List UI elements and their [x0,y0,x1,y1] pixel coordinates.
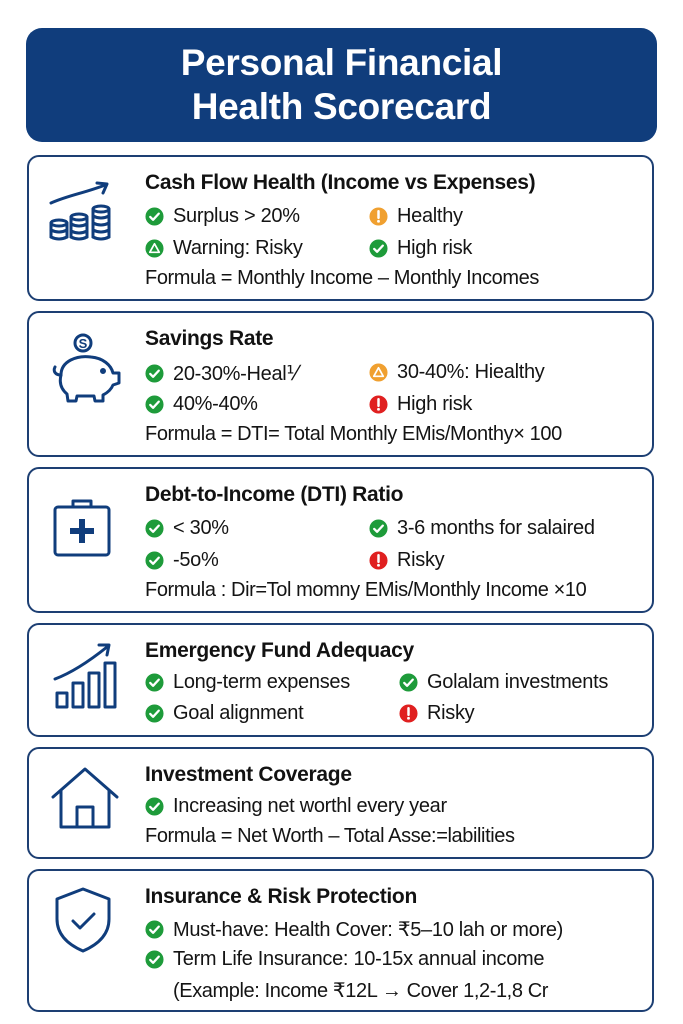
check-icon [145,395,164,414]
status-item: -5o% [145,549,219,572]
status-text: Risky [427,702,475,724]
status-text: Must-have: Health Cover: ₹5–10 lah or mo… [173,919,564,941]
status-item: Golalam investments [399,671,608,694]
card-title: Investment Coverage [145,763,352,786]
check-icon [145,551,164,570]
status-text: Goal alignment [173,702,304,724]
danger-exclaim-icon [399,704,418,723]
status-item: Long-term expenses [145,671,350,694]
status-text: Risky [397,549,445,571]
card-title: Cash Flow Health (Income vs Expenses) [145,171,536,194]
card-title: Debt-to-Income (DTI) Ratio [145,483,404,506]
card-debt-to-income: Debt-to-Income (DTI) Ratio < 30% 3-6 mon… [27,467,654,613]
status-text: 3-6 months for salaired [397,517,595,539]
status-item: Term Life Insurance: 10-15x annual incom… [145,948,545,971]
check-icon [369,519,388,538]
status-item: < 30% [145,517,229,540]
formula-text: Formula = Net Worth – Total Asse:=labili… [145,825,515,847]
header-title-line-1: Personal Financial [180,42,503,83]
formula-text: Formula = Monthly Income – Monthly Incom… [145,267,539,289]
status-item: Risky [369,549,445,572]
check-icon [399,673,418,692]
status-item: 30-40%: Hiealthy [369,361,545,384]
example-note: (Example: Income ₹12L → Cover 1,2-1,8 Cr [173,980,549,1002]
bar-growth-icon [47,639,125,711]
status-text: 30-40%: Hiealthy [397,361,545,383]
card-title: Insurance & Risk Protection [145,885,417,908]
status-text: Increasing net worthl every year [173,795,447,817]
header-title-line-2: Health Scorecard [191,86,492,127]
check-icon [145,207,164,226]
danger-exclaim-icon [369,551,388,570]
status-text: -5o% [173,549,219,571]
check-icon [145,519,164,538]
check-icon [145,920,164,939]
card-emergency-fund: Emergency Fund Adequacy Long-term expens… [27,623,654,737]
coins-growth-icon [47,177,125,249]
status-text: 20-30%-Heal⅟ [173,363,298,385]
status-text: High risk [397,393,473,415]
medical-kit-icon [47,489,125,561]
status-item: Warning: Risky [145,237,303,260]
status-text: 40%-40% [173,393,258,415]
status-item: Must-have: Health Cover: ₹5–10 lah or mo… [145,917,563,942]
check-icon [145,797,164,816]
status-text: Term Life Insurance: 10-15x annual incom… [173,948,545,970]
svg-text:S: S [79,336,88,351]
card-insurance-risk-protection: Insurance & Risk Protection Must-have: H… [27,869,654,1012]
status-text: High risk [397,237,473,259]
house-icon [47,761,125,833]
status-text: < 30% [173,517,229,539]
check-icon [145,673,164,692]
piggy-bank-icon: S [47,333,125,405]
status-item: Goal alignment [145,702,304,725]
status-text: Long-term expenses [173,671,350,693]
status-item: High risk [369,393,472,416]
status-item: Healthy [369,205,463,228]
check-icon [145,364,164,383]
status-item: 3-6 months for salaired [369,517,595,540]
check-icon [145,950,164,969]
card-title: Savings Rate [145,327,274,350]
status-item: Risky [399,702,475,725]
warning-exclaim-icon [369,207,388,226]
triangle-alert-icon [145,239,164,258]
status-text: Golalam investments [427,671,609,693]
status-item: 40%-40% [145,393,258,416]
status-text: Surplus > 20% [173,205,300,227]
formula-text: Formula : Dir=Tol momny EMis/Monthly Inc… [145,579,587,601]
card-title: Emergency Fund Adequacy [145,639,414,662]
formula-text: Formula = DTI= Total Monthly EMis/Monthy… [145,423,562,445]
status-text: Healthy [397,205,463,227]
check-icon [369,239,388,258]
danger-exclaim-icon [369,395,388,414]
triangle-warning-icon [369,363,388,382]
status-item: High risk [369,237,472,260]
status-item: 20-30%-Heal⅟ [145,361,298,386]
card-savings-rate: S Savings Rate 20-30%-Heal⅟ 30-40%: Hiea… [27,311,654,457]
shield-check-icon [47,885,125,957]
status-text: Warning: Risky [173,237,303,259]
status-item: Surplus > 20% [145,205,300,228]
card-investment-coverage: Investment Coverage Increasing net worth… [27,747,654,859]
check-icon [145,704,164,723]
status-item: Increasing net worthl every year [145,795,447,818]
card-cash-flow: Cash Flow Health (Income vs Expenses) Su… [27,155,654,301]
scorecard-header: Personal Financial Health Scorecard [26,28,657,142]
